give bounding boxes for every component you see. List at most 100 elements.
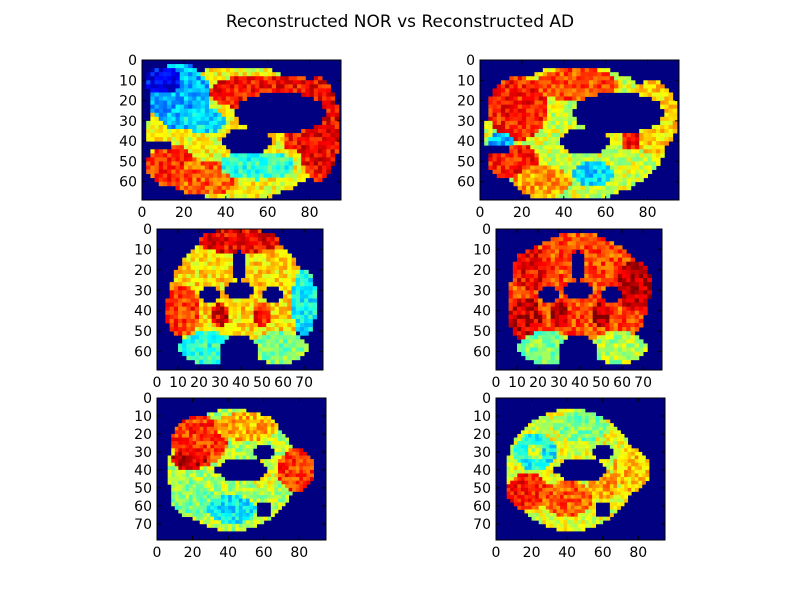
heatmap-cell	[217, 412, 222, 417]
heatmap-cell	[496, 169, 502, 175]
heatmap-cell	[231, 415, 236, 420]
heatmap-cell	[509, 80, 514, 85]
heatmap-cell	[276, 189, 281, 195]
heatmap-cell	[534, 96, 540, 101]
heatmap-cell	[185, 473, 190, 478]
heatmap-cell	[225, 96, 231, 101]
heatmap-cell	[609, 278, 615, 283]
heatmap-cell	[190, 310, 196, 316]
heatmap-cell	[188, 68, 193, 73]
heatmap-cell	[150, 112, 155, 118]
heatmap-cell	[217, 444, 222, 449]
heatmap-cell	[542, 100, 548, 106]
heatmap-cell	[211, 355, 217, 361]
heatmap-cell	[304, 298, 309, 303]
heatmap-cell	[509, 120, 514, 126]
heatmap-cell	[231, 487, 236, 492]
heatmap-cell	[517, 92, 523, 97]
heatmap-cell	[225, 169, 231, 175]
heatmap-cell	[638, 318, 644, 324]
heatmap-cell	[167, 455, 172, 460]
heatmap-cell	[158, 177, 164, 183]
heatmap-cell	[584, 419, 589, 424]
heatmap-cell	[525, 355, 531, 361]
heatmap-cell	[287, 273, 292, 279]
heatmap-cell	[174, 473, 179, 478]
heatmap-cell	[253, 302, 259, 308]
heatmap-cell	[509, 137, 514, 142]
heatmap-cell	[638, 294, 644, 299]
heatmap-cell	[224, 245, 229, 250]
heatmap-cell	[207, 302, 213, 308]
heatmap-cell	[189, 430, 193, 435]
heatmap-cell	[183, 141, 189, 146]
heatmap-cell	[253, 339, 259, 344]
heatmap-cell	[617, 335, 623, 340]
heatmap-cell	[186, 286, 192, 291]
heatmap-cell	[175, 84, 181, 89]
heatmap-cell	[500, 108, 506, 114]
heatmap-cell	[253, 323, 259, 328]
heatmap-cell	[250, 161, 256, 166]
heatmap-cell	[288, 84, 294, 89]
heatmap-cell	[668, 116, 674, 122]
heatmap-cell	[238, 72, 243, 77]
heatmap-cell	[528, 423, 532, 428]
heatmap-cell	[196, 80, 202, 85]
heatmap-cell	[204, 80, 210, 85]
heatmap-cell	[200, 189, 206, 195]
heatmap-cell	[229, 112, 235, 118]
heatmap-cell	[317, 84, 323, 89]
heatmap-cell	[517, 133, 523, 138]
heatmap-cell	[488, 112, 493, 118]
heatmap-cell	[171, 133, 176, 138]
heatmap-cell	[183, 133, 189, 138]
heatmap-cell	[274, 359, 280, 365]
heatmap-cell	[622, 298, 627, 303]
heatmap-cell	[171, 120, 176, 126]
heatmap-cell	[167, 165, 172, 170]
heatmap-cell	[500, 116, 506, 122]
heatmap-cell	[185, 441, 190, 446]
heatmap-cell	[179, 128, 185, 134]
x-tick-label: 20	[529, 375, 547, 391]
heatmap-cell	[550, 331, 556, 336]
heatmap-cell	[547, 149, 552, 154]
heatmap-cell	[200, 128, 206, 134]
heatmap-cell	[189, 513, 193, 518]
heatmap-cell	[249, 302, 255, 308]
heatmap-cell	[179, 185, 185, 191]
heatmap-cell	[596, 257, 602, 263]
heatmap-cell	[660, 141, 665, 146]
heatmap-cell	[584, 80, 590, 85]
heatmap-cell	[178, 430, 183, 435]
heatmap-cell	[246, 161, 252, 166]
heatmap-cell	[221, 419, 225, 424]
heatmap-cell	[517, 282, 522, 287]
heatmap-cell	[253, 253, 259, 259]
heatmap-cell	[559, 261, 564, 267]
heatmap-cell	[651, 137, 657, 142]
heatmap-cell	[534, 193, 540, 199]
heatmap-cell	[551, 96, 556, 101]
heatmap-cell	[517, 177, 523, 183]
heatmap-cell	[291, 298, 297, 303]
heatmap-cell	[242, 169, 248, 175]
heatmap-cell	[287, 282, 292, 287]
heatmap-cell	[660, 120, 665, 126]
heatmap-cell	[277, 433, 282, 438]
heatmap-cell	[181, 430, 186, 435]
heatmap-cell	[165, 298, 171, 303]
heatmap-cell	[526, 145, 531, 150]
heatmap-cell	[158, 96, 164, 101]
heatmap-cell	[270, 509, 275, 514]
heatmap-cell	[213, 495, 218, 500]
heatmap-cell	[291, 294, 297, 299]
heatmap-cell	[313, 124, 319, 130]
heatmap-cell	[167, 181, 172, 187]
heatmap-cell	[278, 335, 284, 340]
heatmap-cell	[639, 141, 644, 146]
heatmap-cell	[643, 84, 648, 89]
heatmap-cell	[150, 116, 155, 122]
heatmap-cell	[210, 423, 215, 428]
